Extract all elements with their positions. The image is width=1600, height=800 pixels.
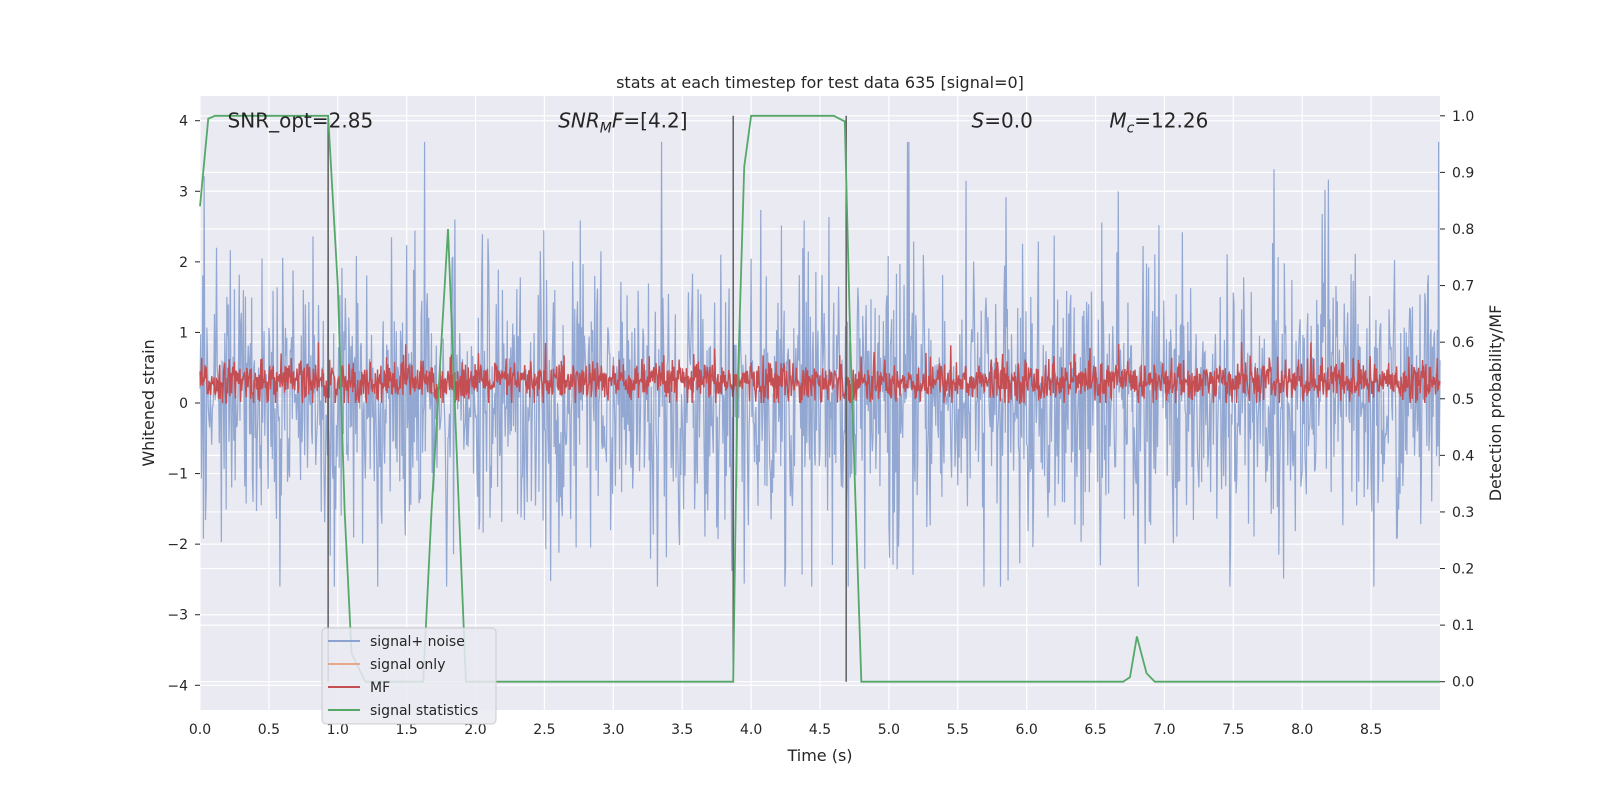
noise-series (199, 141, 1441, 587)
x-tick-label: 0.0 (189, 722, 211, 738)
y-tick-label: 3 (179, 184, 188, 200)
y-tick-label-right: 1.0 (1452, 109, 1474, 125)
legend-box (321, 627, 497, 725)
y-tick-label-right: 0.1 (1452, 618, 1474, 634)
annotation-3: Mc=12.26 (1109, 109, 1208, 137)
legend-label-0: signal+ noise (370, 634, 465, 650)
annotation-0: SNR_opt=2.85 (228, 109, 374, 133)
x-tick-label: 1.0 (327, 722, 349, 738)
legend-label-2: MF (370, 680, 390, 696)
y-tick-label: −2 (167, 537, 188, 553)
x-tick-label: 7.5 (1222, 722, 1244, 738)
y-tick-label-right: 0.0 (1452, 675, 1474, 691)
mf-series (199, 342, 1441, 404)
chart-title: stats at each timestep for test data 635… (616, 73, 1024, 92)
legend: signal+ noise signal only MF signal statist… (321, 627, 497, 725)
y-tick-label-right: 0.3 (1452, 505, 1474, 521)
annotation-2: S=0.0 (972, 109, 1033, 133)
x-tick-label: 2.0 (464, 722, 486, 738)
legend-label-1: signal only (370, 657, 445, 673)
x-tick-label: 2.5 (533, 722, 555, 738)
mf-line (199, 342, 1441, 404)
annotations: SNR_opt=2.85 SNRMF=[4.2] S=0.0 Mc=12.26 (228, 109, 1209, 137)
x-tick-label: 7.0 (1153, 722, 1175, 738)
legend-label-3: signal statistics (370, 703, 478, 719)
x-ticks: 0.0 0.5 1.0 1.5 2.0 2.5 3.0 3.5 4.0 4.5 5.0 5.5 6.0 6… (189, 722, 1382, 738)
y-tick-label: −3 (167, 608, 188, 624)
signal-statistics-series (199, 114, 1440, 683)
x-tick-label: 5.5 (947, 722, 969, 738)
y-tick-label: 4 (179, 114, 188, 130)
y-tick-label: 2 (179, 255, 188, 271)
y-ticks-right: 0.0 0.1 0.2 0.3 0.4 0.5 0.6 0.7 0.8 0.9 1.0 (1440, 109, 1474, 691)
y-tick-label-right: 0.6 (1452, 335, 1474, 351)
signal-noise-line (199, 141, 1441, 587)
y-axis-label-right: Detection probability/MF (1486, 305, 1505, 502)
y-tick-label: −4 (167, 678, 188, 694)
x-tick-label: 1.5 (396, 722, 418, 738)
y-tick-label-right: 0.7 (1452, 279, 1474, 295)
y-tick-label: 0 (179, 396, 188, 412)
y-axis-label: Whitened strain (139, 339, 158, 466)
x-tick-label: 6.5 (1084, 722, 1106, 738)
x-tick-label: 6.0 (1016, 722, 1038, 738)
annotation-1: SNRMF=[4.2] (558, 109, 687, 137)
y-tick-label-right: 0.4 (1452, 448, 1474, 464)
x-tick-label: 3.0 (602, 722, 624, 738)
y-tick-label: −1 (167, 467, 188, 483)
y-tick-label-right: 0.2 (1452, 562, 1474, 578)
y-ticks: −4 −3 −2 −1 0 1 2 3 4 (167, 114, 200, 694)
x-tick-label: 8.5 (1360, 722, 1382, 738)
x-tick-label: 3.5 (671, 722, 693, 738)
y-tick-label: 1 (179, 325, 188, 341)
y-tick-label-right: 0.9 (1452, 165, 1474, 181)
x-tick-label: 8.0 (1291, 722, 1313, 738)
x-tick-label: 5.0 (878, 722, 900, 738)
x-axis-label: Time (s) (786, 746, 852, 765)
x-tick-label: 4.5 (809, 722, 831, 738)
x-tick-label: 4.0 (740, 722, 762, 738)
y-tick-label-right: 0.5 (1452, 392, 1474, 408)
x-tick-label: 0.5 (258, 722, 280, 738)
y-tick-label-right: 0.8 (1452, 222, 1474, 238)
signal-statistics-line (199, 114, 1440, 683)
